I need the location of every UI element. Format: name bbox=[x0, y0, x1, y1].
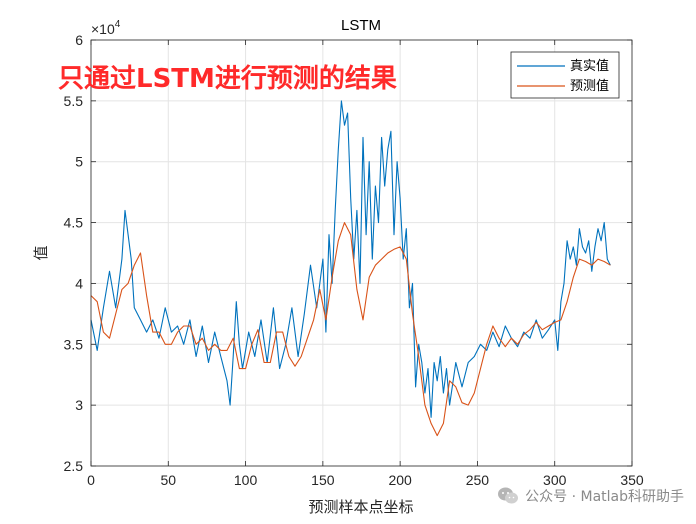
annotation-text: 只通过LSTM进行预测的结果 bbox=[58, 63, 397, 94]
wechat-icon bbox=[498, 487, 519, 504]
series-line-actual bbox=[90, 100, 611, 418]
plot-area bbox=[91, 40, 632, 466]
series-layer bbox=[90, 100, 611, 437]
x-tick-label: 150 bbox=[311, 472, 335, 488]
watermark: 公众号 · Matlab科研助手 bbox=[497, 484, 684, 508]
plot-frame bbox=[90, 39, 633, 467]
x-tick-label: 0 bbox=[87, 472, 95, 488]
y-tick-label: 3 bbox=[75, 397, 83, 413]
x-tick-label: 50 bbox=[160, 472, 176, 488]
y-exponent-label: ×104 bbox=[91, 19, 121, 37]
legend-label-predicted: 预测值 bbox=[570, 78, 609, 94]
y-axis-title: 值 bbox=[32, 245, 50, 260]
chart-title: LSTM bbox=[341, 17, 381, 34]
y-tick-label: 4.5 bbox=[64, 215, 84, 231]
x-axis-title: 预测样本点坐标 bbox=[308, 498, 413, 516]
x-tick-label: 350 bbox=[620, 472, 644, 488]
y-tick-label: 4 bbox=[75, 275, 83, 291]
legend-label-actual: 真实值 bbox=[570, 58, 609, 74]
legend: 真实值 预测值 bbox=[510, 51, 620, 99]
y-tick-label: 5 bbox=[75, 154, 83, 170]
y-tick-label: 2.5 bbox=[64, 458, 84, 474]
axis-ticks bbox=[90, 39, 633, 467]
tick-labels: 0 50 100 150 200 250 300 350 2.5 3 3.5 4 4.5 5 5.5 6 bbox=[64, 32, 644, 488]
x-tick-label: 200 bbox=[388, 472, 412, 488]
y-tick-label: 3.5 bbox=[64, 336, 84, 352]
x-tick-label: 300 bbox=[543, 472, 567, 488]
watermark-text: 公众号 · Matlab科研助手 bbox=[525, 489, 684, 505]
x-tick-label: 250 bbox=[466, 472, 490, 488]
legend-box bbox=[510, 51, 620, 99]
y-tick-label: 5.5 bbox=[64, 93, 84, 109]
series-line-predicted bbox=[90, 222, 611, 437]
y-tick-label: 6 bbox=[75, 32, 83, 48]
x-tick-label: 100 bbox=[234, 472, 258, 488]
